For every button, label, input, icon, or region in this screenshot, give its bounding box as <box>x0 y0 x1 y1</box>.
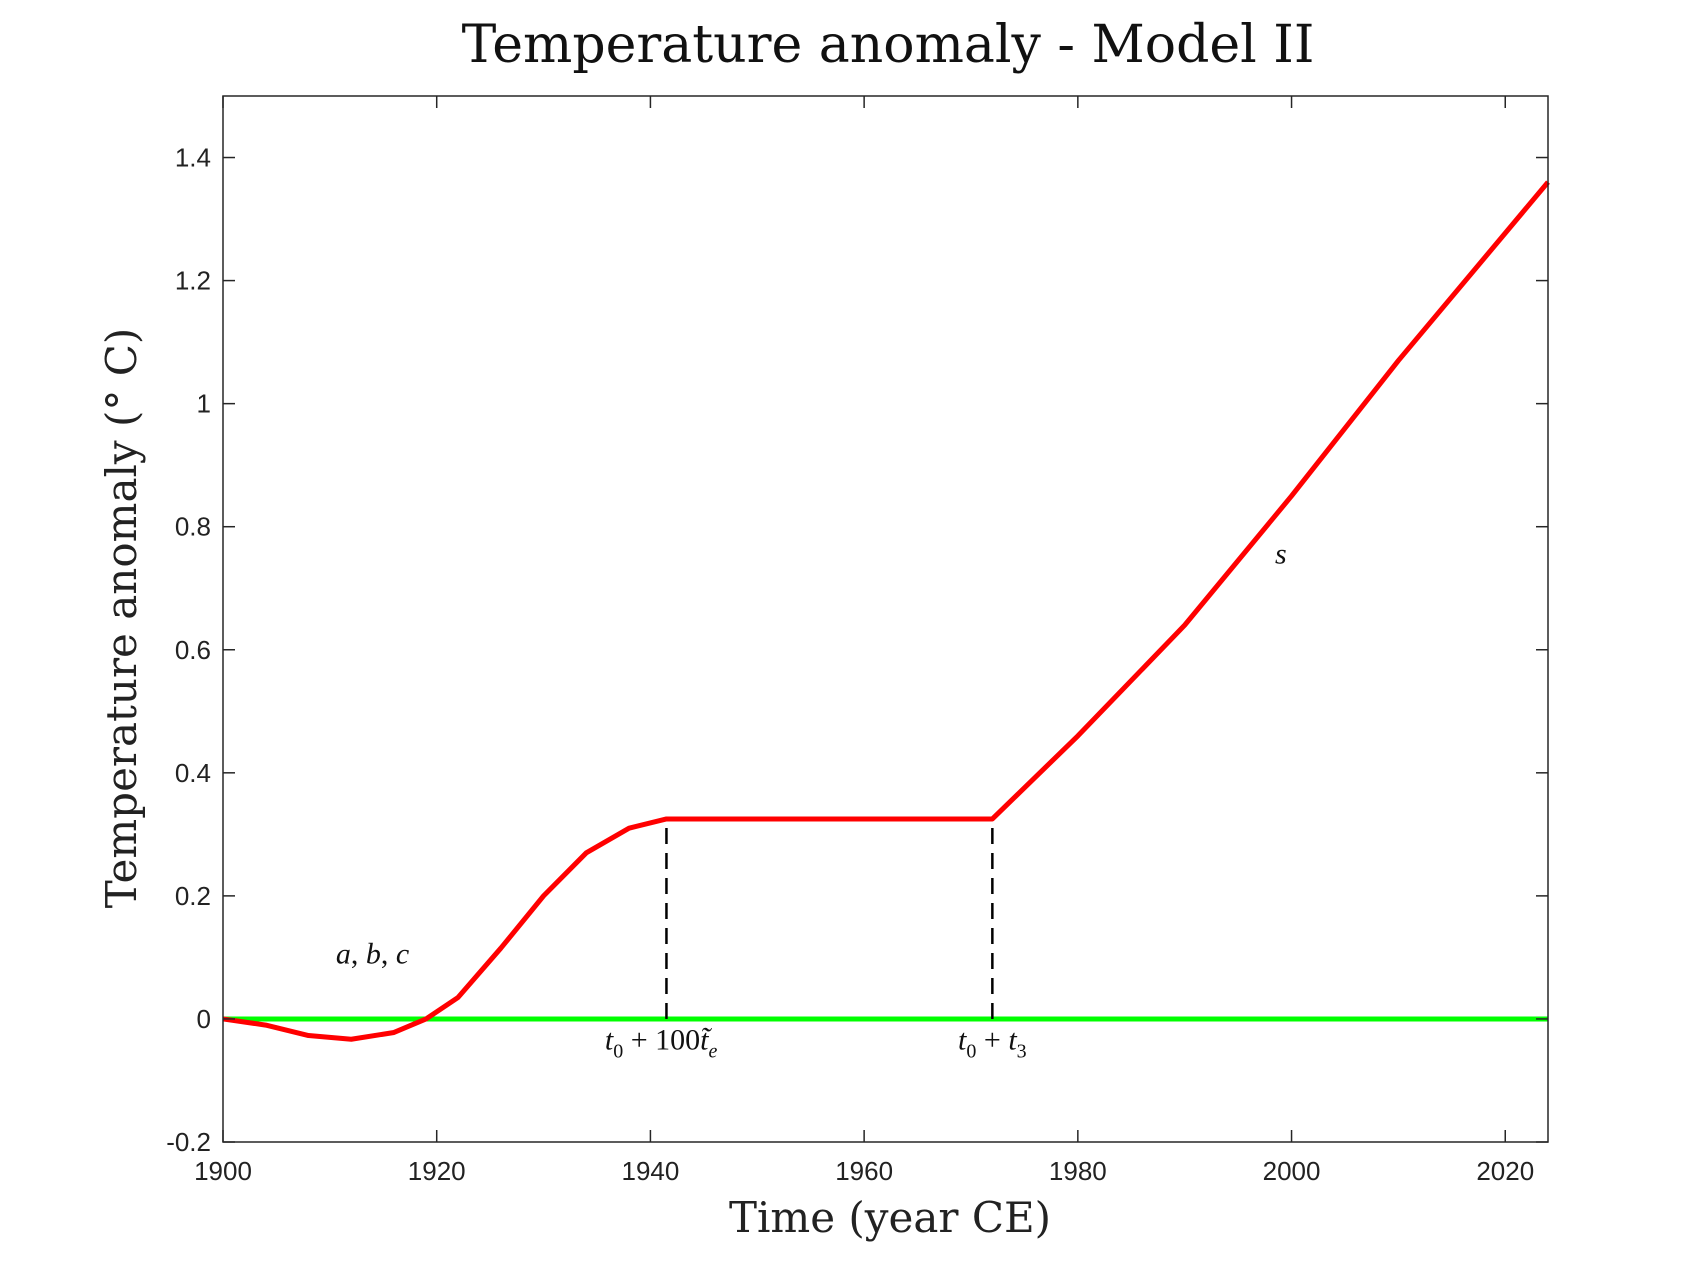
annotation-t0-plus-t3: t0 + t3 <box>958 1024 1027 1063</box>
y-tick-label-4: 0.6 <box>175 635 211 665</box>
x-tick-label-5: 2000 <box>1263 1156 1321 1186</box>
y-tick-label-7: 1.2 <box>175 266 211 296</box>
x-tick-label-4: 1980 <box>1049 1156 1107 1186</box>
annotation-abc: a, b, c <box>336 938 409 971</box>
vline-layer <box>665 818 994 1019</box>
plot-frame <box>222 95 1549 1143</box>
y-tick-label-1: 0 <box>197 1004 211 1034</box>
y-tick-label-5: 0.8 <box>175 512 211 542</box>
annotation-s: s <box>1275 538 1287 571</box>
x-tick-label-0: 1900 <box>194 1156 252 1186</box>
y-tick-label-8: 1.4 <box>175 143 211 173</box>
x-tick-label-3: 1960 <box>835 1156 893 1186</box>
chart-title: Temperature anomaly - Model II <box>462 15 1315 75</box>
y-tick-label-0: -0.2 <box>166 1127 211 1157</box>
annotation-t0-plus-100te: t0 + 100t̃e <box>605 1024 718 1063</box>
series-layer <box>222 180 1550 1042</box>
tick-layer: 1900 1920 1940 1960 1980 2000 2020 -0.2 0 0.2 0.4 0… <box>166 96 1548 1186</box>
x-tick-label-6: 2020 <box>1476 1156 1534 1186</box>
x-tick-label-1: 1920 <box>408 1156 466 1186</box>
y-axis-label: Temperature anomaly (° C) <box>97 328 146 909</box>
y-tick-label-6: 1 <box>197 389 211 419</box>
x-axis-label: Time (year CE) <box>729 1193 1051 1242</box>
series-line-0 <box>222 180 1550 1042</box>
y-tick-label-2: 0.2 <box>175 881 211 911</box>
x-tick-label-2: 1940 <box>621 1156 679 1186</box>
y-tick-label-3: 0.4 <box>175 758 211 788</box>
